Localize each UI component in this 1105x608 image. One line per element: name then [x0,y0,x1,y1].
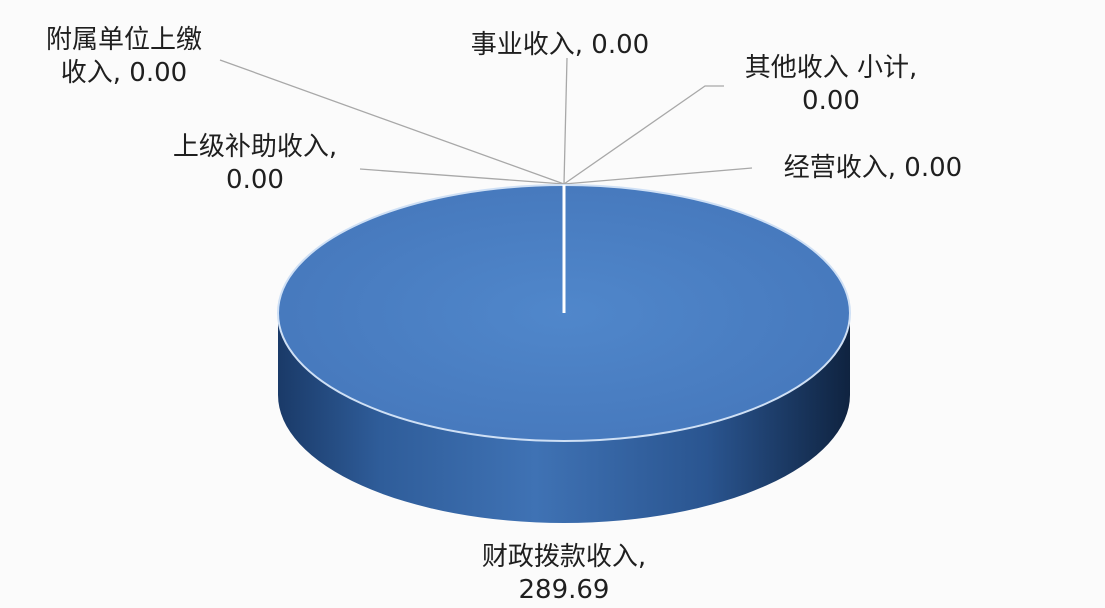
data-label-5: 附属单位上缴收入, 0.00 [46,25,202,88]
data-label-2-line-1: 0.00 [802,86,860,116]
leader-line-4 [359,168,565,185]
data-label-1-line-0: 事业收入, 0.00 [471,30,649,60]
data-label-2-line-0: 其他收入 小计, [745,53,918,83]
data-label-4-line-0: 上级补助收入, [173,132,337,162]
leader-line-1 [563,57,568,185]
data-label-1: 事业收入, 0.00 [471,30,649,60]
data-label-5-line-0: 附属单位上缴 [46,25,202,55]
data-label-0-line-0: 财政拨款收入, [482,542,646,572]
data-label-2: 其他收入 小计, 0.00 [745,53,918,116]
data-label-0: 财政拨款收入, 289.69 [482,542,646,605]
data-label-3-line-0: 经营收入, 0.00 [784,153,962,183]
data-label-3: 经营收入, 0.00 [784,153,962,183]
data-label-4: 上级补助收入, 0.00 [173,132,337,195]
data-label-0-line-1: 289.69 [519,575,610,605]
leader-line-3 [563,167,753,185]
pie-side-wall [278,313,850,523]
pie-body [277,184,851,523]
data-label-5-line-1: 收入, 0.00 [61,58,187,88]
leader-line-5 [219,59,565,185]
leader-line-2 [563,85,724,185]
data-label-4-line-1: 0.00 [226,165,284,195]
leader-lines [219,57,753,185]
